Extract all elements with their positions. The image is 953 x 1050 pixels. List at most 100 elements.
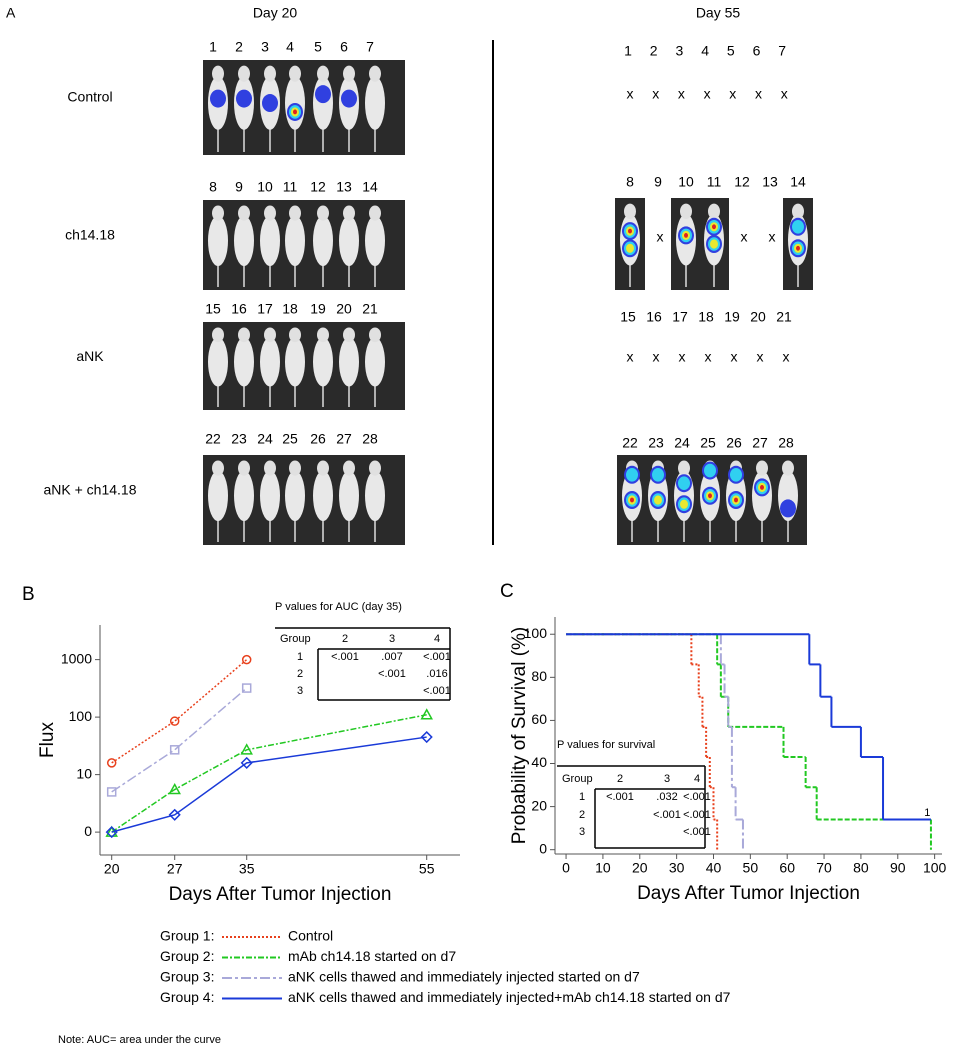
mouse-number: 27 xyxy=(336,431,352,447)
mouse-number: 26 xyxy=(726,435,742,451)
mouse-number: 18 xyxy=(282,301,298,317)
x-tick-label: 20 xyxy=(104,861,120,877)
signal xyxy=(293,109,297,115)
mouse-head xyxy=(680,203,692,220)
point xyxy=(168,808,181,821)
point xyxy=(240,743,253,755)
mouse-body xyxy=(339,215,359,266)
mouse-number: 20 xyxy=(336,301,352,317)
mouse-head xyxy=(792,203,804,220)
point xyxy=(240,756,253,769)
x-tick-label: 10 xyxy=(595,860,611,876)
mouse-number: 11 xyxy=(707,174,722,190)
point xyxy=(169,716,180,726)
legend-group: Group 3: xyxy=(160,969,214,985)
mouse-number: 13 xyxy=(336,179,352,195)
dead-mark: x xyxy=(679,349,686,365)
y-axis-label: Probability of Survival (%) xyxy=(509,627,530,845)
mouse-head xyxy=(264,205,276,221)
dead-mark: x xyxy=(653,349,660,365)
mouse-head xyxy=(756,460,768,476)
point xyxy=(169,745,180,755)
signal xyxy=(341,89,357,108)
y-tick-label: 60 xyxy=(531,711,547,727)
y-tick-label: 80 xyxy=(531,668,547,684)
y-tick-label: 0 xyxy=(84,823,92,839)
x-tick-label: 0 xyxy=(562,860,570,876)
x-tick-label: 100 xyxy=(923,860,947,876)
mouse-head xyxy=(212,205,224,221)
mouse-number: 6 xyxy=(753,43,761,59)
mouse-number: 5 xyxy=(727,43,735,59)
dead-mark: x xyxy=(627,86,634,102)
mouse-number: 9 xyxy=(654,174,662,190)
signal xyxy=(210,89,226,108)
dead-mark: x xyxy=(678,86,685,102)
x-tick-label: 30 xyxy=(669,860,685,876)
mouse-number: 4 xyxy=(286,39,294,55)
panel-label: C xyxy=(500,581,514,602)
table-cell: <.001 xyxy=(683,826,711,838)
day-header: Day 20 xyxy=(253,5,298,21)
x-tick-label: 20 xyxy=(632,860,648,876)
x-tick-label: 55 xyxy=(419,861,435,877)
legend-group: Group 1: xyxy=(160,928,214,944)
dead-mark: x xyxy=(755,86,762,102)
mouse-head xyxy=(343,460,355,476)
mouse-body xyxy=(339,337,359,387)
x-tick-label: 27 xyxy=(167,861,183,877)
mouse-number: 28 xyxy=(362,431,378,447)
mouse-number: 7 xyxy=(778,43,786,59)
mouse-body xyxy=(313,215,333,266)
mouse-number: 17 xyxy=(672,309,688,325)
dead-mark: x xyxy=(627,349,634,365)
x-tick-label: 50 xyxy=(743,860,759,876)
table-header: 2 xyxy=(342,633,348,645)
mouse-number: 25 xyxy=(700,435,716,451)
y-tick-label: 100 xyxy=(69,708,93,724)
mouse-body xyxy=(313,470,333,521)
mouse-body xyxy=(285,470,305,521)
mouse-number: 11 xyxy=(283,179,298,195)
mouse-head xyxy=(212,65,224,82)
mouse-body xyxy=(365,337,385,387)
mouse-head xyxy=(317,327,329,343)
point xyxy=(105,826,118,839)
series-line xyxy=(111,736,427,833)
table-cell: <.001 xyxy=(423,651,451,663)
group-label: aNK + ch14.18 xyxy=(43,482,136,498)
table-cell: 1 xyxy=(297,651,303,663)
panel-label: B xyxy=(22,584,35,605)
legend-label: aNK cells thawed and immediately injecte… xyxy=(288,989,731,1005)
mouse-number: 13 xyxy=(762,174,778,190)
mouse-head xyxy=(369,327,381,343)
mouse-number: 8 xyxy=(626,174,634,190)
mouse-head xyxy=(782,460,794,476)
mouse-number: 1 xyxy=(624,43,632,59)
mouse-head xyxy=(289,65,301,82)
table-header: 4 xyxy=(694,773,700,785)
mouse-number: 26 xyxy=(310,431,326,447)
mouse-body xyxy=(234,337,254,387)
mouse-head xyxy=(238,327,250,343)
y-tick-label: 10 xyxy=(76,765,92,781)
mouse-number: 5 xyxy=(314,39,322,55)
mouse-number: 8 xyxy=(209,179,217,195)
mouse-number: 20 xyxy=(750,309,766,325)
dead-mark: x xyxy=(757,349,764,365)
mouse-number: 1 xyxy=(209,39,217,55)
x-tick-label: 60 xyxy=(779,860,795,876)
table-header: 3 xyxy=(664,773,670,785)
mouse-number: 24 xyxy=(674,435,690,451)
mouse-head xyxy=(212,460,224,476)
dead-mark: x xyxy=(705,349,712,365)
y-tick-label: 0 xyxy=(539,840,547,856)
dead-mark: x xyxy=(729,86,736,102)
table-title: P values for AUC (day 35) xyxy=(275,601,402,613)
signal xyxy=(236,89,252,108)
mouse-number: 4 xyxy=(701,43,709,59)
mouse-head xyxy=(624,203,636,220)
mouse-number: 27 xyxy=(752,435,768,451)
signal xyxy=(678,476,690,491)
